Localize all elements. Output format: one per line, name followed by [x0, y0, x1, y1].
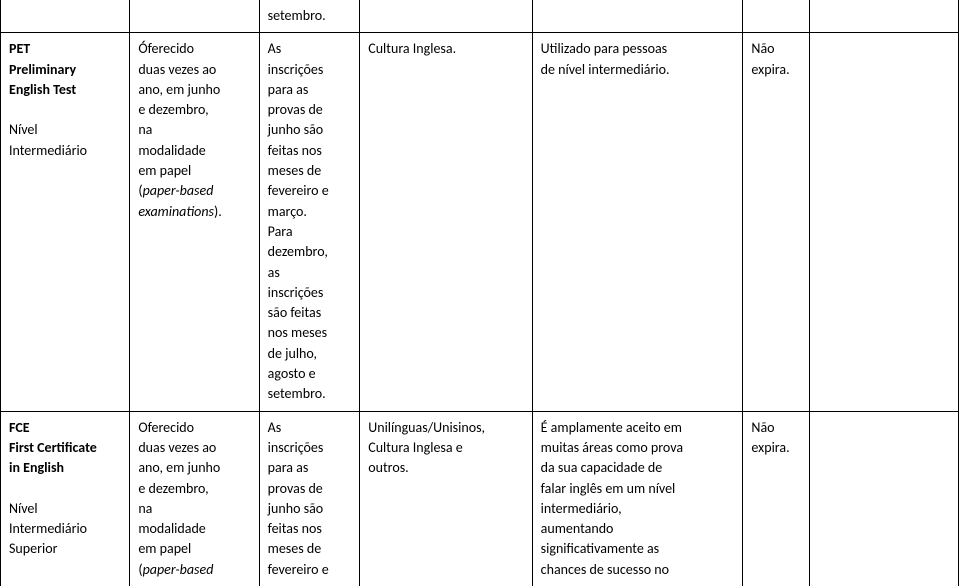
cell-offered: Óferecidoduas vezes aoano, em junhoe dez…: [130, 33, 259, 411]
frag-c4: [360, 0, 532, 33]
frag-c7: [810, 0, 959, 33]
cell-expiry: Nãoexpira.: [743, 33, 810, 411]
frag-c6: [743, 0, 810, 33]
cell-enroll: Asinscriçõespara asprovas dejunho sãofei…: [259, 33, 360, 411]
cell-exam: FCEFirst Certificatein English NívelInte…: [1, 411, 130, 586]
cell-extra: [810, 33, 959, 411]
cell-offered: Oferecidoduas vezes aoano, em junhoe dez…: [130, 411, 259, 586]
cell-where: Cultura Inglesa.: [360, 33, 532, 411]
cell-enroll: Asinscriçõespara asprovas dejunho sãofei…: [259, 411, 360, 586]
cell-extra: [810, 411, 959, 586]
table-row: FCEFirst Certificatein English NívelInte…: [1, 411, 959, 586]
header-fragment-row: setembro.: [1, 0, 959, 33]
table-row: PETPreliminaryEnglish Test NívelIntermed…: [1, 33, 959, 411]
cell-use: É amplamente aceito emmuitas áreas como …: [532, 411, 743, 586]
cell-use: Utilizado para pessoasde nível intermedi…: [532, 33, 743, 411]
frag-c1: [1, 0, 130, 33]
cell-expiry: Nãoexpira.: [743, 411, 810, 586]
exams-table: setembro. PETPreliminaryEnglish Test Nív…: [0, 0, 959, 586]
cell-exam: PETPreliminaryEnglish Test NívelIntermed…: [1, 33, 130, 411]
frag-c3: setembro.: [259, 0, 360, 33]
frag-c2: [130, 0, 259, 33]
frag-c5: [532, 0, 743, 33]
cell-where: Unilínguas/Unisinos,Cultura Inglesa eout…: [360, 411, 532, 586]
